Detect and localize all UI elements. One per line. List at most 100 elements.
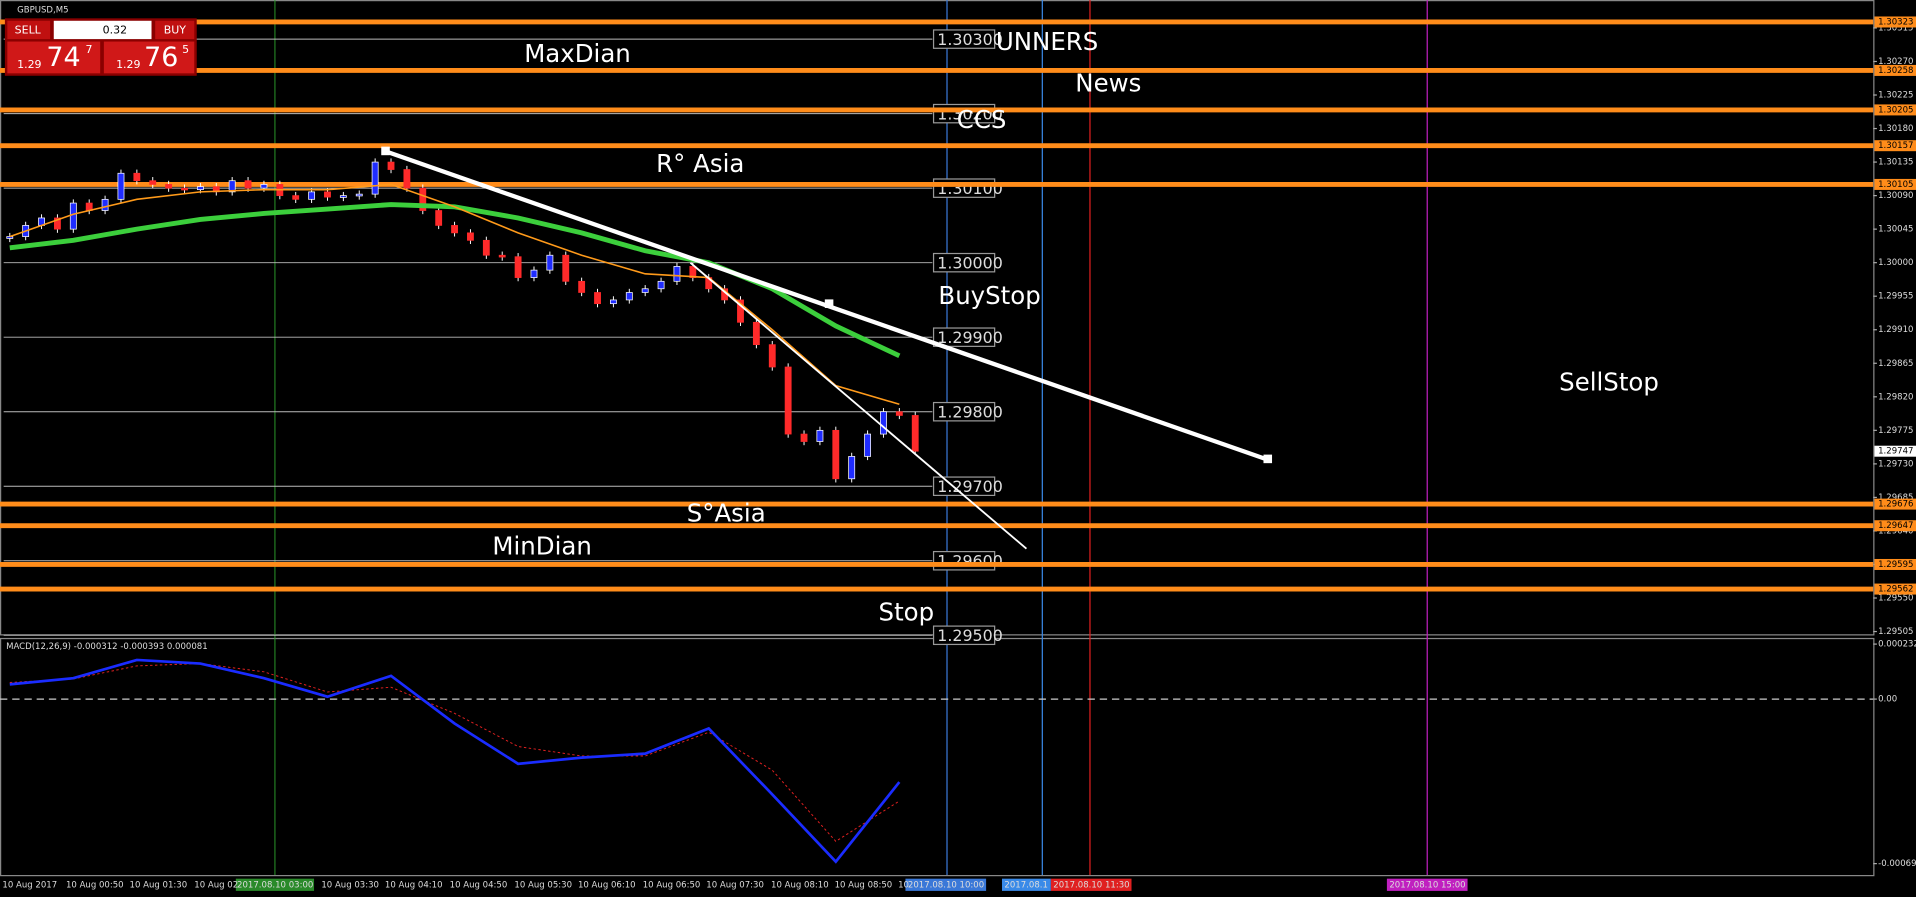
candle: [117, 172, 125, 200]
lot-input[interactable]: [53, 20, 152, 40]
candle: [546, 254, 554, 271]
candle: [451, 225, 458, 234]
candle: [562, 254, 570, 282]
macd-tick-label: 0.000232: [1878, 640, 1916, 650]
candle: [133, 172, 141, 182]
orange-tag-label: 1.29647: [1878, 521, 1913, 531]
annotation: CCS: [957, 105, 1007, 134]
annotation: MaxDian: [524, 39, 631, 68]
y-tick-label: 1.30225: [1878, 91, 1913, 101]
level-box: [932, 401, 996, 422]
candle: [181, 187, 188, 191]
candle: [673, 266, 681, 282]
candle: [689, 266, 697, 278]
buy-button[interactable]: [155, 20, 195, 40]
candle: [752, 321, 760, 346]
y-tick-label: 1.29865: [1878, 359, 1913, 369]
candle: [498, 254, 506, 258]
y-tick-label: 1.29505: [1878, 627, 1913, 637]
y-tick-label: 1.30090: [1878, 191, 1913, 201]
buy-pips: 76: [144, 42, 178, 73]
x-tick-label: 10 Aug 05:30: [514, 880, 572, 890]
candle: [657, 280, 665, 290]
candle: [880, 411, 887, 435]
orange-tag: [1874, 498, 1916, 510]
level-box: [932, 252, 996, 273]
sell-point: 7: [86, 43, 93, 56]
candle: [419, 187, 427, 211]
orange-tag-label: 1.29562: [1878, 585, 1913, 595]
x-tick-label: 2017.08.1: [1004, 880, 1047, 890]
candle: [54, 217, 61, 230]
level-label: 1.30100: [937, 179, 1003, 198]
trade-panel: GBPUSD,M5 SELL 0.32 BUY 1.29 74 7 1.29 7…: [4, 5, 197, 76]
time-marker: [1050, 878, 1132, 891]
time-marker: [905, 878, 987, 891]
orange-tag-label: 1.29676: [1878, 500, 1913, 510]
candle: [768, 344, 776, 368]
candle: [895, 411, 903, 416]
sell-pips: 74: [46, 42, 80, 73]
orange-tag-label: 1.30105: [1878, 180, 1913, 190]
orange-tag: [1874, 558, 1916, 570]
candle: [737, 299, 744, 323]
x-tick-label: 10 Aug 03:30: [321, 880, 379, 890]
level-label: 1.29800: [937, 402, 1003, 421]
macd-tick-label: 0.00: [1878, 695, 1897, 705]
candle: [594, 292, 601, 305]
lot-value: 0.32: [103, 24, 127, 37]
x-tick-label: 2017.08.10 11:30: [1053, 880, 1129, 890]
time-marker: [1386, 878, 1468, 891]
candle: [292, 195, 300, 200]
candle: [467, 232, 474, 241]
orange-tag-label: 1.30323: [1878, 17, 1913, 27]
orange-tag-label: 1.30205: [1878, 105, 1913, 115]
x-tick-label: 2017.08.10 03:00: [237, 880, 313, 890]
orange-tag: [1874, 16, 1916, 28]
y-tick-label: 1.29910: [1878, 325, 1913, 335]
annotation: R° Asia: [656, 149, 744, 178]
level-label: 1.30300: [937, 30, 1003, 49]
trend-line-thin[interactable]: [689, 262, 1028, 550]
buy-point: 5: [182, 43, 189, 56]
y-tick-label: 1.29955: [1878, 292, 1913, 302]
trend-handle[interactable]: [1263, 454, 1273, 464]
candle: [308, 191, 316, 200]
x-tick-label: 10 Aug 01:30: [130, 880, 188, 890]
annotation: BuyStop: [938, 281, 1040, 310]
trend-handle[interactable]: [381, 146, 390, 156]
y-tick-label: 1.29685: [1878, 493, 1913, 503]
candle: [6, 236, 14, 239]
level-label: 1.29500: [937, 626, 1003, 645]
time-marker: [1001, 878, 1051, 891]
candle: [800, 433, 808, 442]
candle: [435, 210, 443, 226]
candle: [530, 269, 538, 278]
y-tick-label: 1.29820: [1878, 392, 1913, 402]
y-tick-label: 1.30180: [1878, 124, 1913, 134]
y-tick-label: 1.29730: [1878, 459, 1913, 469]
y-tick-label: 1.30135: [1878, 158, 1913, 168]
y-tick-label: 1.29550: [1878, 594, 1913, 604]
candle: [832, 429, 840, 480]
sell-button[interactable]: [7, 20, 51, 40]
buy-price-box[interactable]: [103, 41, 195, 74]
candle: [848, 456, 856, 480]
sell-label: SELL: [15, 24, 42, 37]
candle: [165, 184, 173, 189]
price-tag: [1874, 445, 1916, 457]
macd-tick-label: -0.000694: [1878, 859, 1916, 869]
candle: [371, 161, 379, 195]
y-tick-label: 1.30000: [1878, 258, 1913, 268]
level-box: [932, 29, 996, 49]
candle: [260, 184, 268, 189]
orange-tag: [1874, 140, 1916, 152]
x-tick-label: 10 Aug 08:10: [771, 880, 829, 890]
sell-price-box[interactable]: [7, 41, 101, 74]
y-tick-label: 1.30315: [1878, 23, 1913, 33]
y-tick-label: 1.30270: [1878, 57, 1913, 67]
orange-tag: [1874, 64, 1916, 76]
x-tick-label: 10 Aug 04:10: [385, 880, 443, 890]
x-tick-label: 2017.08.10 10:00: [908, 880, 984, 890]
trend-handle[interactable]: [824, 299, 834, 308]
